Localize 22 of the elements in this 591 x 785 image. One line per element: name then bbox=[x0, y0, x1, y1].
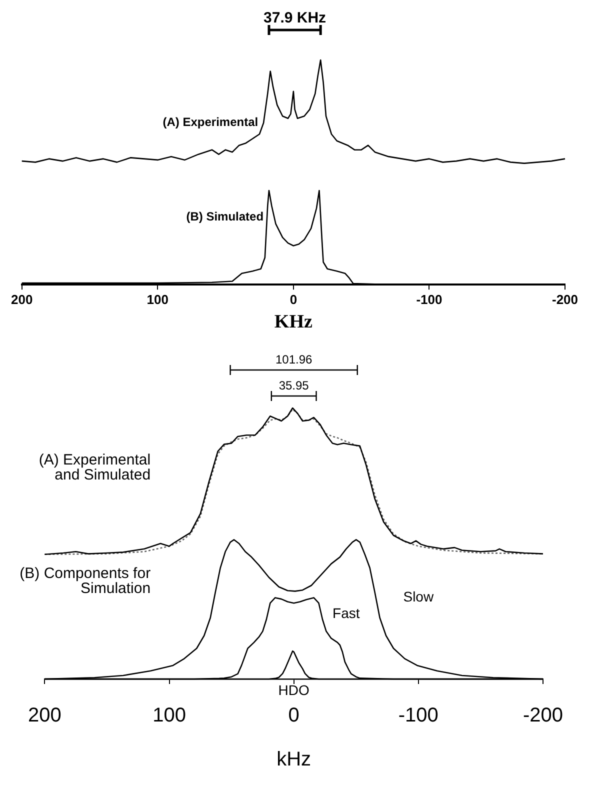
x-axis-title: kHz bbox=[276, 748, 312, 771]
series-label: HDO bbox=[278, 682, 310, 698]
series-label: (A) Experimental bbox=[162, 115, 258, 130]
text: 37.9 KHz bbox=[264, 10, 326, 27]
x-tick-label: 100 bbox=[152, 704, 186, 727]
x-tick-label: -100 bbox=[398, 704, 438, 727]
series-label: Slow bbox=[403, 588, 434, 605]
x-tick-label: -200 bbox=[522, 704, 563, 727]
series-label: Fast bbox=[332, 604, 360, 621]
x-tick-label: -200 bbox=[552, 292, 578, 307]
x-tick-label: 0 bbox=[288, 704, 300, 727]
annotation: (A) Experimental and Simulated bbox=[38, 451, 151, 484]
text: 101.96 bbox=[275, 352, 313, 366]
x-axis-title: KHz bbox=[274, 312, 313, 333]
x-tick-label: 0 bbox=[290, 292, 298, 307]
x-tick-label: -100 bbox=[416, 292, 442, 307]
annotation: (B) Components for Simulation bbox=[20, 565, 151, 598]
x-tick-label: 200 bbox=[10, 292, 33, 307]
x-tick-label: 200 bbox=[28, 704, 62, 727]
text: 35.95 bbox=[278, 378, 310, 392]
x-tick-label: 100 bbox=[146, 292, 168, 307]
series-label: (B) Simulated bbox=[186, 210, 264, 224]
